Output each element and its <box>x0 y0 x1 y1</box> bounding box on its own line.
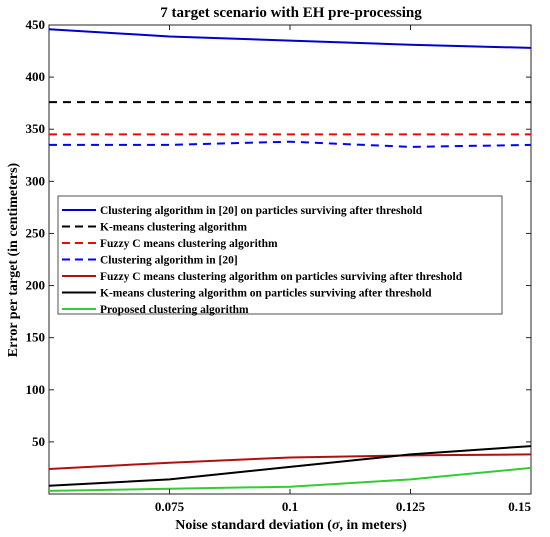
x-axis-label-prefix: Noise standard deviation ( <box>175 518 332 533</box>
series-line-7 <box>48 466 532 492</box>
y-axis-label: Error per target (in centimeters) <box>6 162 21 357</box>
series-layer <box>48 28 532 492</box>
legend-label-5: Fuzzy C means clustering algorithm on pa… <box>100 271 463 283</box>
x-axis-label: Noise standard deviation (σ, in meters) <box>175 518 407 533</box>
y-tick-label: 400 <box>26 69 46 84</box>
y-tick-label: 50 <box>32 434 45 449</box>
legend-label-3: Fuzzy C means clustering algorithm <box>100 238 278 250</box>
series-line-1 <box>48 28 532 49</box>
series-line-5 <box>48 453 532 470</box>
x-axis-label-symbol: σ <box>332 518 340 533</box>
legend-label-4: Clustering algorithm in [20] <box>100 255 238 267</box>
x-tick-label: 0.125 <box>396 499 426 514</box>
x-tick-label: 0.1 <box>282 499 298 514</box>
y-tick-label: 100 <box>26 382 46 397</box>
series-line-6 <box>48 445 532 487</box>
legend-label-6: K-means clustering algorithm on particle… <box>100 288 432 300</box>
x-tick-label: 0.15 <box>508 499 531 514</box>
legend-items: Clustering algorithm in [20] on particle… <box>62 205 463 316</box>
legend-label-1: Clustering algorithm in [20] on particle… <box>100 205 423 217</box>
y-tick-label: 200 <box>26 278 46 293</box>
y-tick-label: 450 <box>26 17 46 32</box>
legend-label-7: Proposed clustering algorithm <box>100 304 249 316</box>
legend-label-2: K-means clustering algorithm <box>100 222 247 234</box>
y-tick-label: 250 <box>26 225 46 240</box>
chart-title: 7 target scenario with EH pre-processing <box>160 5 422 21</box>
legend-box <box>57 195 503 315</box>
legend: Clustering algorithm in [20] on particle… <box>57 195 503 316</box>
series-line-4 <box>49 140 532 148</box>
y-tick-label: 150 <box>26 330 46 345</box>
ticks-layer: 0.075 0.1 0.125 0.15 50 100 150 200 250 300 350 400… <box>26 17 532 514</box>
y-tick-label: 300 <box>26 173 46 188</box>
y-tick-label: 350 <box>26 121 46 136</box>
x-tick-label: 0.075 <box>155 499 185 514</box>
x-axis-label-suffix: , in meters) <box>340 518 408 533</box>
